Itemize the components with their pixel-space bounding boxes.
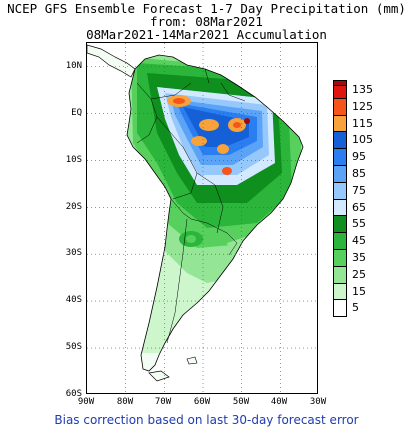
lat-label: 10N [65, 61, 82, 71]
legend-label: 125 [352, 99, 373, 113]
lon-label: 50W [232, 397, 250, 407]
legend-swatch-85 [333, 165, 347, 183]
falkland-islands [186, 356, 198, 365]
legend-swatch-top [333, 80, 347, 86]
legend-label: 115 [352, 116, 373, 130]
legend-swatch-15 [333, 282, 347, 301]
map-canvas [87, 43, 317, 393]
legend-swatch-65 [333, 198, 347, 217]
legend-label: 105 [352, 133, 373, 147]
bias-correction-note: Bias correction based on last 30-day for… [54, 413, 359, 427]
legend-label: 75 [352, 183, 366, 197]
legend-swatch-115 [333, 114, 347, 133]
country-borders [136, 68, 246, 344]
lat-label: 20S [65, 202, 82, 212]
precip-shading [127, 55, 303, 353]
lat-label: 40S [65, 295, 82, 305]
legend-label: 135 [352, 83, 373, 96]
lon-label: 90W [77, 397, 95, 407]
map-title-line2: from: 08Mar2021 [150, 14, 263, 29]
lon-label: 60W [193, 397, 211, 407]
lon-label: 70W [154, 397, 172, 407]
legend-label: 25 [352, 267, 366, 281]
lat-label: 50S [65, 342, 82, 352]
lat-label: 60S [65, 389, 82, 399]
legend-label: 55 [352, 217, 366, 231]
legend-label: 5 [352, 301, 359, 315]
tierra-del-fuego [148, 370, 170, 382]
legend-swatch-35 [333, 249, 347, 267]
legend-swatch-95 [333, 148, 347, 166]
precipitation-map [86, 42, 318, 394]
legend-swatch-45 [333, 232, 347, 250]
lat-label: 30S [65, 248, 82, 258]
legend-swatch-125 [333, 97, 347, 116]
legend-swatch-55 [333, 215, 347, 234]
legend-swatch-5 [333, 299, 347, 318]
lon-label: 30W [309, 397, 327, 407]
legend-label: 95 [352, 150, 366, 164]
legend-label: 15 [352, 284, 366, 298]
lon-label: 40W [270, 397, 288, 407]
gridlines [87, 43, 317, 393]
lon-label: 80W [116, 397, 134, 407]
map-title-line1: NCEP GFS Ensemble Forecast 1-7 Day Preci… [7, 1, 406, 16]
lat-label: EQ [71, 108, 82, 118]
legend-swatch-25 [333, 265, 347, 284]
legend-label: 45 [352, 234, 366, 248]
coastline [126, 54, 304, 372]
land-central-america [87, 44, 136, 78]
map-title-line3: 08Mar2021-14Mar2021 Accumulation [86, 27, 327, 42]
legend-swatch-75 [333, 181, 347, 200]
legend-label: 65 [352, 200, 366, 214]
legend-label: 35 [352, 251, 366, 264]
lat-label: 10S [65, 155, 82, 165]
legend-swatch-105 [333, 131, 347, 150]
legend-label: 85 [352, 167, 366, 180]
